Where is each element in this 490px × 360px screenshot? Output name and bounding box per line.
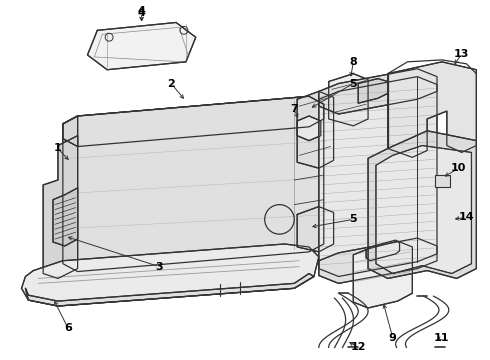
Polygon shape <box>297 207 334 252</box>
Polygon shape <box>388 62 476 157</box>
Text: 9: 9 <box>389 333 396 342</box>
Polygon shape <box>297 91 334 168</box>
Polygon shape <box>319 69 437 114</box>
Text: 5: 5 <box>349 215 357 224</box>
Text: 13: 13 <box>454 49 469 59</box>
Polygon shape <box>366 240 399 261</box>
Bar <box>435 175 450 187</box>
Text: 7: 7 <box>291 104 298 114</box>
Polygon shape <box>22 244 319 306</box>
Text: 12: 12 <box>350 342 366 352</box>
Polygon shape <box>25 274 314 306</box>
Text: 2: 2 <box>167 78 175 89</box>
Polygon shape <box>88 22 196 70</box>
Polygon shape <box>319 238 437 283</box>
Polygon shape <box>358 78 388 103</box>
Text: 4: 4 <box>138 8 146 18</box>
Text: 8: 8 <box>349 57 357 67</box>
Polygon shape <box>63 116 77 147</box>
Polygon shape <box>376 145 471 274</box>
Text: 6: 6 <box>64 323 72 333</box>
Text: 3: 3 <box>155 262 163 272</box>
Text: 11: 11 <box>434 333 450 342</box>
Polygon shape <box>43 136 77 278</box>
Polygon shape <box>329 74 368 126</box>
Text: 4: 4 <box>138 6 146 15</box>
Text: 10: 10 <box>451 163 466 173</box>
Polygon shape <box>53 188 77 246</box>
Polygon shape <box>63 96 324 271</box>
Text: 14: 14 <box>459 212 474 222</box>
Polygon shape <box>319 77 437 276</box>
Text: 1: 1 <box>54 144 62 153</box>
Text: 5: 5 <box>349 78 357 89</box>
Polygon shape <box>353 241 413 308</box>
Polygon shape <box>63 96 324 147</box>
Polygon shape <box>297 116 321 141</box>
Polygon shape <box>368 131 476 278</box>
